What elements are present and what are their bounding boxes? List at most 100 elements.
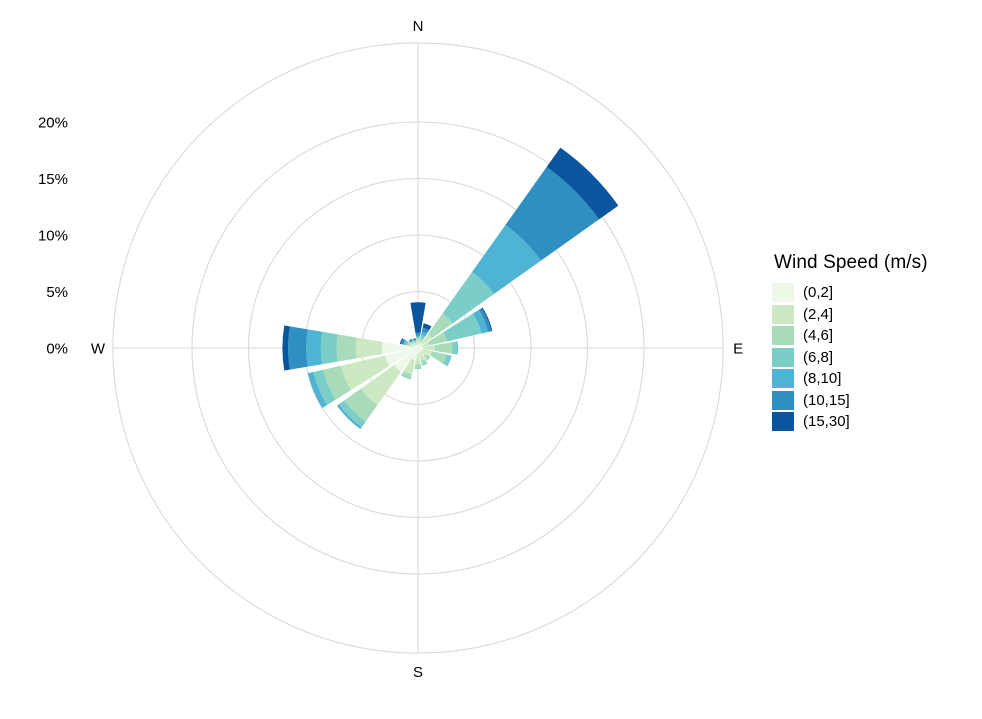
petal-segment[interactable]	[442, 272, 494, 324]
petal-segment[interactable]	[421, 362, 428, 366]
petal-segment[interactable]	[419, 351, 425, 361]
petal-segment[interactable]	[416, 340, 420, 345]
petal-segment[interactable]	[456, 341, 459, 355]
petal-segment[interactable]	[414, 341, 417, 344]
petal-segment[interactable]	[414, 364, 422, 368]
petal-segment[interactable]	[443, 313, 482, 342]
petal-segment[interactable]	[419, 338, 424, 343]
petal-segment[interactable]	[442, 354, 452, 367]
petal-segment[interactable]	[415, 353, 421, 365]
legend-item[interactable]: (8,10]	[772, 368, 972, 390]
petal-segment[interactable]	[418, 342, 424, 348]
petal-segment[interactable]	[409, 339, 413, 343]
petal-segment[interactable]	[420, 350, 427, 357]
petal-segment[interactable]	[320, 331, 338, 365]
petal-segment[interactable]	[404, 340, 409, 346]
petal-segment[interactable]	[340, 355, 390, 391]
petal-segment[interactable]	[384, 348, 418, 367]
legend-item[interactable]: (6,8]	[772, 347, 972, 369]
petal-segment[interactable]	[415, 335, 421, 337]
petal-segment[interactable]	[472, 225, 541, 294]
legend-item[interactable]: (15,30]	[772, 411, 972, 433]
petal-segment[interactable]	[400, 374, 412, 380]
petal-segment[interactable]	[344, 388, 378, 422]
petal-segment[interactable]	[410, 302, 426, 333]
petal-segment[interactable]	[413, 340, 417, 343]
legend-item[interactable]: (10,15]	[772, 390, 972, 412]
petal-segment[interactable]	[416, 345, 418, 348]
petal-segment[interactable]	[420, 334, 426, 340]
legend-item[interactable]: (2,4]	[772, 304, 972, 326]
petal-segment[interactable]	[481, 307, 493, 332]
petal-segment[interactable]	[473, 309, 488, 334]
petal-segment[interactable]	[306, 329, 323, 367]
petal-segment[interactable]	[394, 348, 418, 372]
petal-segment[interactable]	[505, 167, 599, 261]
petal-segment[interactable]	[546, 147, 619, 220]
petal-segment[interactable]	[381, 341, 418, 355]
legend-swatch	[772, 412, 794, 432]
petal-segment[interactable]	[434, 342, 453, 354]
petal-segment[interactable]	[421, 327, 430, 334]
petal-segment[interactable]	[410, 340, 413, 343]
petal-segment[interactable]	[418, 347, 424, 349]
petal-segment[interactable]	[323, 365, 351, 400]
petal-segment[interactable]	[418, 344, 420, 348]
petal-segment[interactable]	[418, 348, 422, 352]
petal-segment[interactable]	[409, 343, 415, 347]
petal-segment[interactable]	[412, 338, 417, 341]
petal-segment[interactable]	[418, 341, 422, 346]
petal-segment[interactable]	[360, 365, 401, 406]
petal-segment[interactable]	[410, 340, 414, 344]
petal-segment[interactable]	[403, 358, 416, 375]
petal-segment[interactable]	[426, 356, 431, 361]
petal-segment[interactable]	[413, 345, 418, 348]
legend-item[interactable]: (4,6]	[772, 325, 972, 347]
petal-segment[interactable]	[400, 338, 406, 345]
petal-segment[interactable]	[451, 341, 458, 355]
petal-segment[interactable]	[423, 345, 435, 351]
petal-segment[interactable]	[336, 334, 357, 362]
petal-segment[interactable]	[415, 343, 418, 346]
petal-segment[interactable]	[313, 369, 336, 406]
petal-segment[interactable]	[401, 370, 412, 379]
petal-segment[interactable]	[478, 308, 492, 332]
petal-segment[interactable]	[421, 341, 430, 348]
petal-segment[interactable]	[408, 338, 412, 342]
petal-segment[interactable]	[418, 348, 421, 353]
petal-segment[interactable]	[428, 313, 453, 338]
petal-segment[interactable]	[430, 351, 447, 364]
petal-segment[interactable]	[421, 331, 428, 337]
petal-segment[interactable]	[307, 371, 328, 409]
petal-segment[interactable]	[421, 349, 433, 356]
petal-segment[interactable]	[420, 359, 428, 365]
petal-segment[interactable]	[416, 336, 420, 339]
petal-segment[interactable]	[282, 325, 290, 371]
petal-segment[interactable]	[411, 341, 415, 345]
petal-segment[interactable]	[338, 400, 366, 428]
petal-segment[interactable]	[336, 404, 362, 430]
petal-segment[interactable]	[417, 348, 419, 354]
petal-segment[interactable]	[413, 339, 417, 342]
petal-segment[interactable]	[417, 344, 419, 348]
petal-segment[interactable]	[418, 348, 423, 351]
petal-segment[interactable]	[416, 338, 420, 341]
petal-segment[interactable]	[422, 323, 432, 331]
petal-segment[interactable]	[355, 337, 383, 359]
petal-segment[interactable]	[428, 332, 448, 346]
petal-segment[interactable]	[412, 338, 416, 340]
petal-segment[interactable]	[418, 345, 422, 348]
petal-segment[interactable]	[399, 338, 404, 345]
petal-segment[interactable]	[423, 353, 430, 360]
petal-segment[interactable]	[446, 355, 452, 367]
petal-segment[interactable]	[415, 345, 418, 348]
petal-segment[interactable]	[403, 339, 407, 345]
petal-segment[interactable]	[411, 348, 418, 361]
petal-segment[interactable]	[288, 326, 308, 370]
petal-segment[interactable]	[415, 332, 421, 336]
petal-segment[interactable]	[406, 341, 411, 347]
petal-segment[interactable]	[421, 333, 433, 345]
petal-segment[interactable]	[414, 367, 422, 369]
petal-segment[interactable]	[412, 342, 417, 347]
legend-item[interactable]: (0,2]	[772, 282, 972, 304]
